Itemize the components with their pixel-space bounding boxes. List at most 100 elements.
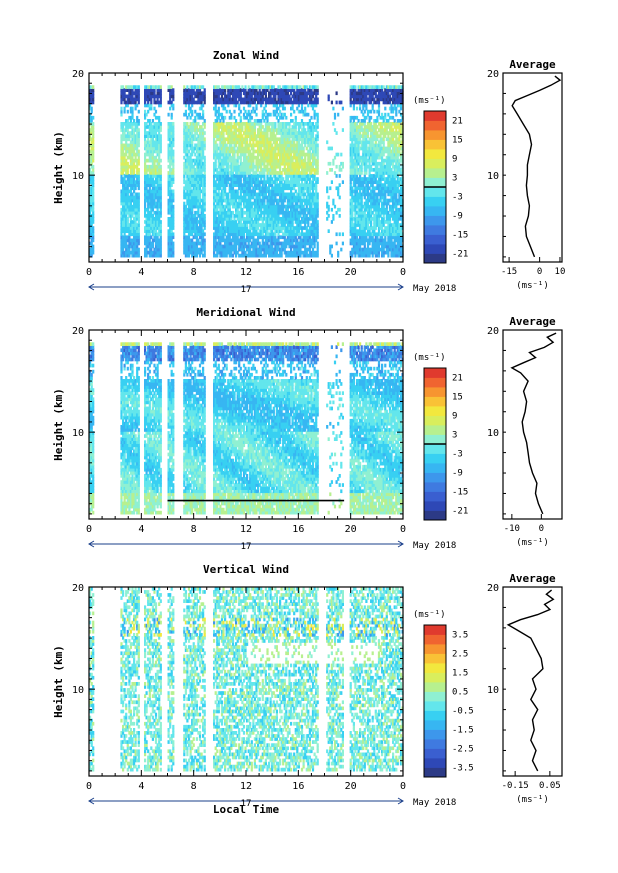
panel-title: Zonal Wind — [213, 49, 279, 62]
colorbar-tick-label: 0.5 — [452, 688, 468, 698]
y-tick-label: 20 — [72, 583, 84, 594]
date-axis-arrow — [88, 540, 95, 548]
x-tick-label: 4 — [138, 524, 144, 535]
colorbar-swatch — [424, 253, 446, 264]
colorbar-swatch — [424, 215, 446, 226]
average-x-label: (ms⁻¹) — [516, 538, 549, 548]
heatmap-cells — [89, 342, 404, 515]
x-tick-label: 8 — [191, 267, 197, 278]
average-x-tick-label: 0 — [537, 267, 542, 277]
month-label: May 2018 — [413, 798, 456, 808]
colorbar-swatch — [424, 739, 446, 749]
colorbar-swatch — [424, 634, 446, 645]
colorbar-tick-label: -15 — [452, 231, 468, 241]
average-x-tick-label: 10 — [555, 267, 566, 277]
date-axis-arrow — [397, 540, 404, 548]
x-tick-label: 4 — [138, 781, 144, 792]
x-tick-label: 12 — [240, 781, 252, 792]
y-axis-label: Height (km) — [52, 388, 65, 461]
x-tick-label: 20 — [345, 781, 357, 792]
average-frame — [502, 329, 563, 520]
colorbar-swatch — [424, 463, 446, 473]
average-title: Average — [509, 572, 556, 585]
average-x-tick-label: -15 — [501, 267, 517, 277]
colorbar-swatch — [424, 206, 446, 216]
colorbar-swatch — [424, 444, 446, 454]
x-tick-label: 16 — [292, 267, 304, 278]
colorbar-swatch — [424, 168, 446, 178]
colorbar-swatch — [424, 225, 446, 235]
colorbar-swatch — [424, 682, 446, 692]
average-profile-plot: Average -10 0 20 10 (ms⁻¹) — [487, 315, 563, 548]
average-x-label: (ms⁻¹) — [516, 795, 549, 805]
x-tick-label: 0 — [86, 267, 92, 278]
x-tick-label: 0 — [86, 781, 92, 792]
x-axis-label: Local Time — [213, 803, 280, 816]
x-tick-label: 0 — [400, 524, 406, 535]
colorbar-swatch — [424, 130, 446, 140]
average-profile-plot: Average -15 0 10 20 10 (ms⁻¹) — [487, 58, 565, 291]
average-x-tick-label: -10 — [504, 524, 520, 534]
colorbar-tick-label: 21 — [452, 374, 463, 384]
y-axis-label: Height (km) — [52, 645, 65, 718]
colorbar-tick-label: 2.5 — [452, 650, 468, 660]
colorbar-swatch — [424, 701, 446, 711]
x-tick-label: 20 — [345, 524, 357, 535]
average-frame — [502, 586, 563, 777]
x-tick-label: 8 — [191, 524, 197, 535]
colorbar-swatch — [424, 415, 446, 426]
colorbar-tick-label: -3 — [452, 193, 463, 203]
panel-meridional-wind: Meridional Wind 0 4 8 12 16 20 0 20 10 Height (km)… — [52, 306, 563, 552]
colorbar-tick-label: -3.5 — [452, 764, 474, 774]
colorbar-tick-label: 3.5 — [452, 631, 468, 641]
colorbar-swatch — [424, 691, 446, 702]
colorbar-swatch — [424, 377, 446, 388]
colorbar-swatch — [424, 368, 446, 378]
average-title: Average — [509, 315, 556, 328]
x-tick-label: 20 — [345, 267, 357, 278]
colorbar-swatch — [424, 139, 446, 150]
colorbar-swatch — [424, 406, 446, 416]
colorbar-swatch — [424, 111, 446, 121]
colorbar-swatch — [424, 644, 446, 654]
colorbar-tick-label: 21 — [452, 117, 463, 127]
colorbar-tick-label: -9 — [452, 212, 463, 222]
y-tick-label: 10 — [72, 171, 84, 182]
date-axis-arrow — [88, 283, 95, 291]
colorbar-tick-label: 3 — [452, 431, 457, 441]
colorbar-unit: (ms⁻¹) — [413, 353, 446, 363]
colorbar-swatch — [424, 472, 446, 483]
colorbar-swatch — [424, 672, 446, 683]
average-x-tick-label: 0.05 — [539, 781, 561, 791]
average-y-tick-label: 10 — [487, 171, 499, 182]
colorbar-unit: (ms⁻¹) — [413, 610, 446, 620]
panel-zonal-wind: Zonal Wind 0 4 8 12 16 20 0 20 10 Height (km) 17 May… — [52, 49, 565, 295]
y-tick-label: 10 — [72, 685, 84, 696]
heatmap-cells — [89, 587, 404, 772]
colorbar-swatch — [424, 491, 446, 502]
colorbar-tick-label: 9 — [452, 412, 457, 422]
panel-title: Meridional Wind — [196, 306, 295, 319]
average-y-tick-label: 20 — [487, 69, 499, 80]
colorbar-swatch — [424, 625, 446, 635]
average-y-tick-label: 10 — [487, 428, 499, 439]
day-label: 17 — [241, 799, 252, 809]
average-y-tick-label: 10 — [487, 685, 499, 696]
x-tick-label: 16 — [292, 524, 304, 535]
average-title: Average — [509, 58, 556, 71]
day-label: 17 — [241, 285, 252, 295]
colorbar-unit: (ms⁻¹) — [413, 96, 446, 106]
colorbar-swatch — [424, 482, 446, 492]
colorbar-swatch — [424, 187, 446, 197]
colorbar-tick-label: -1.5 — [452, 726, 474, 736]
average-frame — [502, 72, 563, 263]
colorbar-swatch — [424, 234, 446, 245]
colorbar-tick-label: 15 — [452, 136, 463, 146]
colorbar-tick-label: -21 — [452, 250, 468, 260]
date-axis-arrow — [397, 797, 404, 805]
colorbar-swatch — [424, 710, 446, 721]
colorbar-swatch — [424, 177, 446, 188]
average-y-tick-label: 20 — [487, 326, 499, 337]
colorbar-swatch — [424, 501, 446, 511]
average-x-tick-label: -0.15 — [502, 781, 529, 791]
